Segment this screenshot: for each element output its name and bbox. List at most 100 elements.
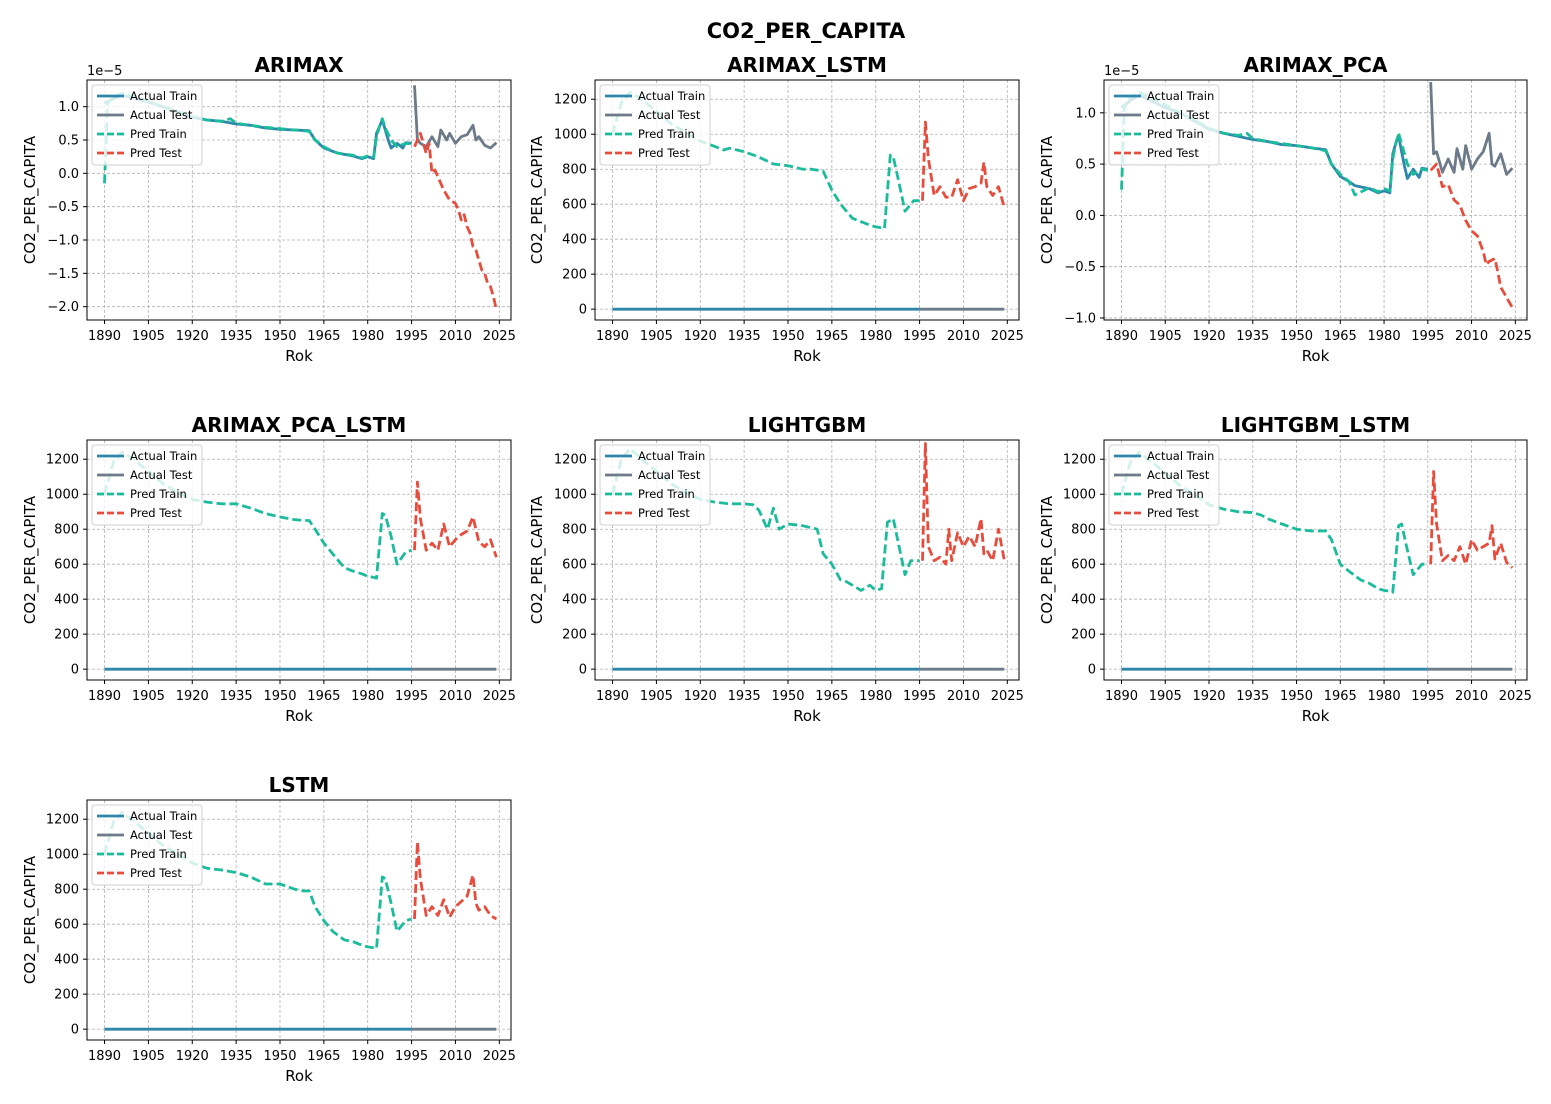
legend-box bbox=[599, 84, 711, 166]
subplot-title: LSTM bbox=[269, 773, 330, 797]
x-tick-label: 1905 bbox=[132, 689, 165, 704]
legend: Actual Train Actual Test Pred Train Pred Te… bbox=[91, 444, 203, 526]
axes-frame bbox=[594, 79, 1020, 321]
y-tick-label: 0 bbox=[579, 663, 587, 678]
y-tick-label: 0.5 bbox=[1075, 158, 1096, 173]
y-tick-label: 600 bbox=[1071, 558, 1096, 573]
x-axis-label: Rok bbox=[793, 347, 821, 365]
x-tick-label: 1965 bbox=[1324, 689, 1357, 704]
series-line-pred-test bbox=[921, 442, 1006, 566]
series-line-pred-train bbox=[103, 810, 412, 951]
x-tick-label: 2025 bbox=[991, 329, 1024, 344]
y-tick-label: 1.0 bbox=[58, 100, 79, 115]
y-tick-label: 0.0 bbox=[1075, 209, 1096, 224]
x-tick-label: 1995 bbox=[395, 689, 428, 704]
subplot-arimax-pca-lstm: 1890 1905 1920 1935 1950 1965 1980 1995 2010 2025… bbox=[21, 413, 516, 725]
axis-scale-label: 1e−5 bbox=[1104, 64, 1139, 79]
subplot-title: ARIMAX_PCA_LSTM bbox=[192, 413, 407, 437]
legend-label: Pred Train bbox=[1147, 487, 1204, 501]
y-tick-label: 400 bbox=[1071, 593, 1096, 608]
x-tick-label: 1950 bbox=[771, 689, 804, 704]
series-line-pred-test bbox=[413, 480, 498, 558]
x-axis-label: Rok bbox=[1302, 347, 1330, 365]
x-tick-label: 2025 bbox=[1499, 689, 1532, 704]
x-tick-label: 1980 bbox=[351, 1049, 384, 1064]
legend-box bbox=[91, 804, 203, 886]
axes-frame bbox=[1103, 439, 1528, 681]
legend-label: Actual Test bbox=[638, 468, 701, 482]
y-tick-label: 400 bbox=[54, 593, 79, 608]
x-tick-label: 1980 bbox=[351, 329, 384, 344]
y-axis-label: CO2_PER_CAPITA bbox=[21, 135, 40, 264]
subplot-title: ARIMAX_PCA bbox=[1244, 53, 1388, 77]
y-tick-label: 200 bbox=[54, 988, 79, 1003]
subplot-arimax-lstm: 1890 1905 1920 1935 1950 1965 1980 1995 2010 2025… bbox=[528, 53, 1024, 365]
y-tick-label: 0.0 bbox=[58, 167, 79, 182]
legend-label: Pred Test bbox=[130, 506, 182, 520]
x-tick-label: 1995 bbox=[1411, 689, 1444, 704]
x-tick-label: 2025 bbox=[483, 689, 516, 704]
x-tick-label: 1995 bbox=[903, 329, 936, 344]
x-tick-label: 1920 bbox=[176, 1049, 209, 1064]
x-tick-label: 1920 bbox=[1192, 689, 1225, 704]
subplot-title: LIGHTGBM_LSTM bbox=[1221, 413, 1410, 437]
subplot-title: LIGHTGBM bbox=[748, 413, 867, 437]
legend-box bbox=[91, 444, 203, 526]
figure-suptitle: CO2_PER_CAPITA bbox=[707, 19, 906, 43]
series-group bbox=[1120, 450, 1514, 671]
x-tick-label: 1920 bbox=[1192, 329, 1225, 344]
y-tick-label: 800 bbox=[562, 163, 587, 178]
y-tick-label: 600 bbox=[54, 558, 79, 573]
y-tick-label: 0 bbox=[71, 663, 79, 678]
y-tick-label: 800 bbox=[562, 523, 587, 538]
legend-label: Pred Test bbox=[1147, 146, 1199, 160]
legend-label: Pred Train bbox=[1147, 127, 1204, 141]
legend-label: Actual Test bbox=[130, 108, 193, 122]
y-axis-label: CO2_PER_CAPITA bbox=[1038, 495, 1057, 624]
legend-label: Pred Test bbox=[130, 866, 182, 880]
y-tick-label: 1000 bbox=[554, 488, 587, 503]
x-axis-label: Rok bbox=[793, 707, 821, 725]
axes-frame bbox=[86, 79, 512, 321]
y-tick-label: 0.5 bbox=[58, 134, 79, 149]
axes-frame bbox=[594, 439, 1020, 681]
legend: Actual Train Actual Test Pred Train Pred Te… bbox=[1108, 84, 1220, 166]
axes-frame bbox=[86, 799, 512, 1041]
legend-box bbox=[1108, 444, 1220, 526]
x-tick-label: 2010 bbox=[1455, 329, 1488, 344]
y-tick-label: 0 bbox=[579, 303, 587, 318]
subplot-lstm: 1890 1905 1920 1935 1950 1965 1980 1995 2010 2025… bbox=[21, 773, 516, 1085]
legend: Actual Train Actual Test Pred Train Pred Te… bbox=[91, 804, 203, 886]
x-tick-label: 1950 bbox=[1280, 689, 1313, 704]
x-tick-label: 1935 bbox=[728, 329, 761, 344]
legend-label: Pred Test bbox=[130, 146, 182, 160]
x-tick-label: 1995 bbox=[1411, 329, 1444, 344]
legend-box bbox=[91, 84, 203, 166]
subplot-lightgbm: 1890 1905 1920 1935 1950 1965 1980 1995 2010 2025… bbox=[528, 413, 1024, 725]
x-tick-label: 1950 bbox=[263, 689, 296, 704]
y-tick-label: 1000 bbox=[46, 488, 79, 503]
x-tick-label: 1890 bbox=[1105, 689, 1138, 704]
legend-box bbox=[1108, 84, 1220, 166]
legend: Actual Train Actual Test Pred Train Pred Te… bbox=[91, 84, 203, 166]
x-tick-label: 2010 bbox=[947, 689, 980, 704]
x-tick-label: 2025 bbox=[483, 329, 516, 344]
y-tick-label: 1000 bbox=[46, 848, 79, 863]
legend-label: Actual Train bbox=[130, 89, 197, 103]
y-tick-label: 600 bbox=[562, 558, 587, 573]
series-group bbox=[103, 810, 498, 1031]
legend: Actual Train Actual Test Pred Train Pred Te… bbox=[599, 84, 711, 166]
series-line-actual-test bbox=[1429, 82, 1514, 176]
legend-label: Pred Train bbox=[130, 127, 187, 141]
x-tick-label: 1920 bbox=[684, 329, 717, 344]
x-tick-label: 1935 bbox=[220, 1049, 253, 1064]
y-tick-label: 400 bbox=[562, 593, 587, 608]
legend-label: Pred Train bbox=[638, 487, 695, 501]
x-tick-label: 1935 bbox=[220, 689, 253, 704]
y-tick-label: −0.5 bbox=[47, 200, 79, 215]
axis-scale-label: 1e−5 bbox=[87, 64, 122, 79]
x-tick-label: 1965 bbox=[815, 689, 848, 704]
y-tick-label: 200 bbox=[1071, 628, 1096, 643]
y-axis-label: CO2_PER_CAPITA bbox=[21, 855, 40, 984]
